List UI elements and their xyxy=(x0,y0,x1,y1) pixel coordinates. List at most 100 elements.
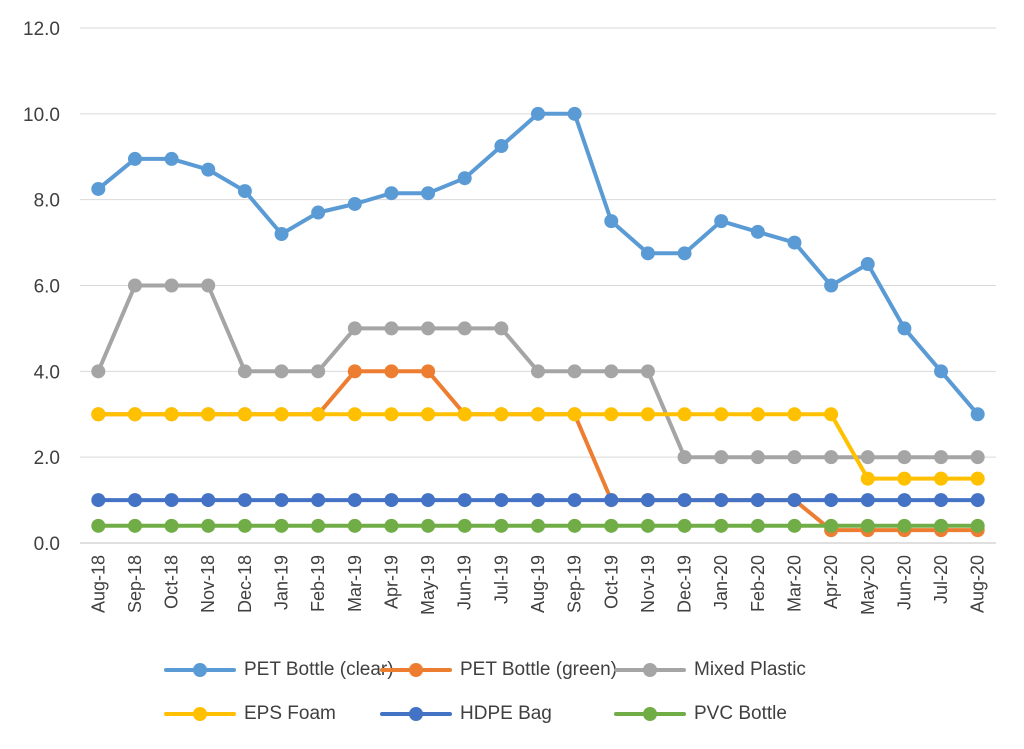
data-point-pet-bottle-clear xyxy=(237,184,252,199)
data-point-hdpe-bag xyxy=(347,493,362,508)
y-tick-label: 0.0 xyxy=(34,534,60,555)
series-eps-foam xyxy=(91,407,985,486)
x-tick-label: Aug-19 xyxy=(528,555,548,613)
data-point-eps-foam xyxy=(567,407,582,422)
series-pvc-bottle xyxy=(91,518,985,533)
data-point-pvc-bottle xyxy=(127,518,142,533)
data-point-eps-foam xyxy=(604,407,619,422)
data-point-mixed-plastic xyxy=(860,450,875,465)
data-point-mixed-plastic xyxy=(311,364,326,379)
data-point-eps-foam xyxy=(970,471,985,486)
legend-swatch-pvc-bottle xyxy=(612,702,688,726)
plot-area: 0.0 2.0 4.0 6.0 8.0 10.0 12.0 Aug-18 Sep-18 Oct-… xyxy=(23,19,996,615)
data-point-hdpe-bag xyxy=(640,493,655,508)
data-point-mixed-plastic xyxy=(787,450,802,465)
legend-swatch-eps-foam xyxy=(162,702,238,726)
x-axis-tick-labels: Aug-18 Sep-18 Oct-18 Nov-18 Dec-18 Jan-19 Feb-… xyxy=(88,555,987,615)
data-point-mixed-plastic xyxy=(421,321,436,336)
data-point-mixed-plastic xyxy=(567,364,582,379)
data-point-pvc-bottle xyxy=(421,518,436,533)
x-tick-label: Dec-18 xyxy=(235,555,255,613)
data-point-hdpe-bag xyxy=(897,493,912,508)
legend-item-pet-bottle-green: PET Bottle (green) xyxy=(378,658,617,682)
data-point-pet-bottle-green xyxy=(347,364,362,379)
data-point-pet-bottle-clear xyxy=(567,106,582,121)
x-tick-label: Oct-19 xyxy=(601,555,621,609)
series-mixed-plastic xyxy=(91,278,985,465)
data-point-hdpe-bag xyxy=(457,493,472,508)
data-point-eps-foam xyxy=(311,407,326,422)
x-tick-label: Sep-18 xyxy=(125,555,145,613)
data-point-pet-bottle-clear xyxy=(934,364,949,379)
data-point-hdpe-bag xyxy=(934,493,949,508)
data-point-pet-bottle-clear xyxy=(970,407,985,422)
data-point-hdpe-bag xyxy=(531,493,545,508)
data-point-mixed-plastic xyxy=(897,450,912,465)
legend-item-eps-foam: EPS Foam xyxy=(162,702,336,726)
legend-swatch-mixed-plastic xyxy=(612,658,688,682)
data-point-eps-foam xyxy=(494,407,509,422)
legend-label-eps-foam: EPS Foam xyxy=(244,703,336,724)
data-point-pet-bottle-clear xyxy=(604,214,619,229)
legend-swatch-hdpe-bag xyxy=(378,702,454,726)
legend-item-pet-bottle-clear: PET Bottle (clear) xyxy=(162,658,394,682)
data-point-pet-bottle-clear xyxy=(531,106,545,121)
data-point-pet-bottle-green xyxy=(384,364,399,379)
legend-label-pet-bottle-clear: PET Bottle (clear) xyxy=(244,659,394,680)
x-tick-label: Apr-19 xyxy=(381,555,401,609)
legend-item-hdpe-bag: HDPE Bag xyxy=(378,702,552,726)
data-point-pvc-bottle xyxy=(274,518,289,533)
data-point-eps-foam xyxy=(714,407,729,422)
data-point-mixed-plastic xyxy=(127,278,142,293)
data-point-mixed-plastic xyxy=(750,450,765,465)
x-tick-label: Jul-20 xyxy=(931,555,951,604)
series-layer xyxy=(91,106,985,538)
data-point-pvc-bottle xyxy=(677,518,692,533)
data-point-eps-foam xyxy=(640,407,655,422)
x-tick-label: May-20 xyxy=(858,555,878,615)
data-point-mixed-plastic xyxy=(604,364,619,379)
data-point-pet-bottle-clear xyxy=(457,171,472,186)
data-point-pet-bottle-clear xyxy=(824,278,839,293)
data-point-mixed-plastic xyxy=(934,450,949,465)
data-point-hdpe-bag xyxy=(604,493,619,508)
data-point-mixed-plastic xyxy=(457,321,472,336)
data-point-hdpe-bag xyxy=(860,493,875,508)
data-point-pvc-bottle xyxy=(824,518,839,533)
data-point-hdpe-bag xyxy=(164,493,179,508)
x-tick-label: Feb-20 xyxy=(748,555,768,612)
data-point-pvc-bottle xyxy=(714,518,729,533)
data-point-pvc-bottle xyxy=(347,518,362,533)
data-point-mixed-plastic xyxy=(237,364,252,379)
data-point-mixed-plastic xyxy=(714,450,729,465)
data-point-mixed-plastic xyxy=(347,321,362,336)
data-point-eps-foam xyxy=(237,407,252,422)
legend-item-mixed-plastic: Mixed Plastic xyxy=(612,658,806,682)
data-point-pet-bottle-clear xyxy=(897,321,912,336)
data-point-eps-foam xyxy=(201,407,216,422)
data-point-hdpe-bag xyxy=(201,493,216,508)
series-line-eps-foam xyxy=(96,412,980,481)
data-point-pet-bottle-clear xyxy=(127,151,142,166)
x-tick-label: Nov-18 xyxy=(198,555,218,613)
legend-label-mixed-plastic: Mixed Plastic xyxy=(694,659,806,680)
data-point-pet-bottle-clear xyxy=(860,257,875,272)
legend-label-pet-bottle-green: PET Bottle (green) xyxy=(460,659,618,680)
data-point-eps-foam xyxy=(91,407,106,422)
data-point-mixed-plastic xyxy=(274,364,289,379)
x-tick-label: Aug-18 xyxy=(88,555,108,613)
data-point-pvc-bottle xyxy=(860,518,875,533)
legend-label-pvc-bottle: PVC Bottle xyxy=(694,703,787,724)
series-hdpe-bag xyxy=(91,493,985,508)
data-point-eps-foam xyxy=(897,471,912,486)
data-point-mixed-plastic xyxy=(164,278,179,293)
data-point-hdpe-bag xyxy=(677,493,692,508)
series-pet-bottle-clear xyxy=(91,106,985,422)
data-point-pvc-bottle xyxy=(494,518,509,533)
data-point-mixed-plastic xyxy=(824,450,839,465)
data-point-eps-foam xyxy=(824,407,839,422)
x-tick-label: Mar-19 xyxy=(345,555,365,612)
x-tick-label: Sep-19 xyxy=(565,555,585,613)
data-point-hdpe-bag xyxy=(127,493,142,508)
data-point-pet-bottle-clear xyxy=(494,139,509,154)
